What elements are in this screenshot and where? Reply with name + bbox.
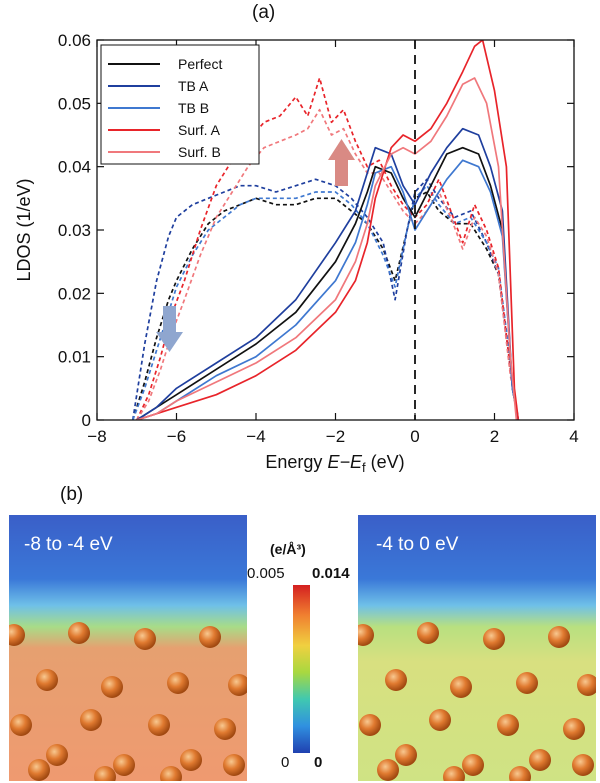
atom xyxy=(228,674,247,696)
colorbar-top-left: 0.005 xyxy=(247,565,285,582)
y-axis-label: LDOS (1/eV) xyxy=(14,178,34,281)
series-line-tb-a-dashed xyxy=(131,178,520,420)
x-tick-label: 2 xyxy=(490,427,499,446)
atom xyxy=(572,754,594,776)
charge-density-map-left xyxy=(9,515,247,781)
x-tick-label: 0 xyxy=(410,427,419,446)
atom xyxy=(160,766,182,781)
x-tick-label: −4 xyxy=(246,427,265,446)
atom xyxy=(68,622,90,644)
atom xyxy=(358,624,374,646)
atom xyxy=(80,709,102,731)
series-line-surf-a xyxy=(136,40,520,420)
atom xyxy=(462,754,484,776)
legend-label: TB A xyxy=(178,78,209,94)
charge-density-map-right xyxy=(358,515,596,781)
colorbar-bottom-right: 0 xyxy=(314,754,323,771)
x-tick-label: −2 xyxy=(326,427,345,446)
atom xyxy=(529,749,551,771)
series-line-surf-b-dashed xyxy=(136,108,520,420)
right-map-label: -4 to 0 eV xyxy=(376,534,459,555)
panel-a-tag: (a) xyxy=(252,2,276,23)
legend-label: Surf. B xyxy=(178,144,221,160)
y-tick-label: 0.02 xyxy=(58,284,91,303)
atom xyxy=(497,714,519,736)
colorbar xyxy=(293,585,310,753)
atom xyxy=(214,718,236,740)
atom xyxy=(563,718,585,740)
atom xyxy=(385,669,407,691)
y-tick-label: 0.03 xyxy=(58,221,91,240)
atom xyxy=(134,628,156,650)
atom xyxy=(377,759,399,781)
atom xyxy=(223,754,245,776)
atom xyxy=(395,744,417,766)
y-tick-label: 0.06 xyxy=(58,31,91,50)
arrow-up xyxy=(328,139,355,186)
legend: Perfect TB A TB B Surf. A Surf. B xyxy=(100,44,260,165)
atom xyxy=(28,759,50,781)
atom xyxy=(113,754,135,776)
colorbar-top-right: 0.014 xyxy=(312,565,350,582)
ldos-chart: −8 −6 −4 −2 0 2 4 0 0.01 0.02 0.03 0.04 0.05 0.06 Per… xyxy=(14,31,579,475)
y-tick-label: 0 xyxy=(82,411,91,430)
series-line-perfect-dashed xyxy=(131,191,520,420)
atom xyxy=(577,674,596,696)
arrow-down xyxy=(156,306,183,352)
atom xyxy=(9,624,25,646)
colorbar-unit: (e/Å³) xyxy=(270,541,306,557)
atom xyxy=(443,766,465,781)
y-tick-label: 0.01 xyxy=(58,348,91,367)
atom xyxy=(483,628,505,650)
atom xyxy=(359,714,381,736)
panel-b-tag: (b) xyxy=(60,484,84,505)
y-tick-label: 0.05 xyxy=(58,94,91,113)
x-tick-label: −6 xyxy=(167,427,186,446)
series-line-perfect xyxy=(136,146,520,420)
left-map-label: -8 to -4 eV xyxy=(24,534,113,555)
atom xyxy=(199,626,221,648)
atom xyxy=(450,676,472,698)
atom xyxy=(148,714,170,736)
atom xyxy=(36,669,58,691)
atom xyxy=(180,749,202,771)
colorbar-bottom-left: 0 xyxy=(281,754,290,771)
legend-label: Perfect xyxy=(178,56,222,72)
atom xyxy=(509,766,531,781)
atom xyxy=(10,714,32,736)
x-tick-label: −8 xyxy=(87,427,106,446)
series-line-surf-b xyxy=(136,77,518,420)
atom xyxy=(548,626,570,648)
series-line-tb-b-dashed xyxy=(132,184,520,420)
atom xyxy=(101,676,123,698)
atom xyxy=(167,672,189,694)
atom xyxy=(516,672,538,694)
x-axis-label: Energy E−Ef (eV) xyxy=(265,452,404,475)
atom xyxy=(429,709,451,731)
x-tick-label: 4 xyxy=(569,427,578,446)
legend-label: TB B xyxy=(178,100,209,116)
series-line-surf-a-dashed xyxy=(136,77,520,420)
series-line-tb-b xyxy=(136,159,520,420)
legend-label: Surf. A xyxy=(178,122,221,138)
atom xyxy=(94,766,116,781)
y-tick-label: 0.04 xyxy=(58,158,91,177)
atom xyxy=(46,744,68,766)
atom xyxy=(417,622,439,644)
